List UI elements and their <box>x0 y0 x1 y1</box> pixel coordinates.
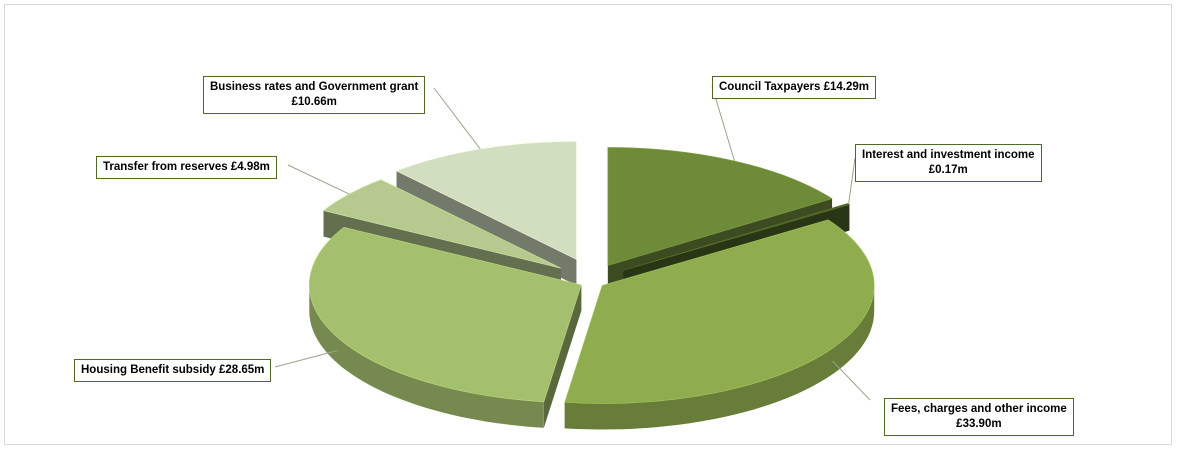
label-fees-line1: Fees, charges and other income <box>891 403 1067 415</box>
label-council-taxpayers: Council Taxpayers £14.29m <box>712 76 876 99</box>
pie-slice-3-wall-0 <box>543 284 582 428</box>
leader-line-3 <box>274 350 338 368</box>
label-interest-investment: Interest and investment income £0.17m <box>855 144 1042 182</box>
leader-line-1 <box>848 157 856 205</box>
chart-frame <box>4 4 1172 445</box>
label-business-line2: £10.66m <box>291 96 337 108</box>
pie-slice-2-top <box>564 219 875 404</box>
leader-line-4 <box>287 164 350 195</box>
pie-slice-1-top <box>623 203 851 271</box>
label-business-rates: Business rates and Government grant £10.… <box>203 76 426 114</box>
label-transfer-reserves: Transfer from reserves £4.98m <box>96 156 277 179</box>
pie-slice-5-top <box>395 141 577 260</box>
label-council-taxpayers-line1: Council Taxpayers £14.29m <box>719 81 869 93</box>
label-housing-line1: Housing Benefit subsidy £28.65m <box>81 364 265 376</box>
leader-line-5 <box>433 87 481 150</box>
label-housing-benefit: Housing Benefit subsidy £28.65m <box>74 359 272 382</box>
label-fees-charges: Fees, charges and other income £33.90m <box>884 398 1074 436</box>
pie-slice-0-top <box>607 147 833 266</box>
label-business-line1: Business rates and Government grant <box>210 81 419 93</box>
label-interest-line2: £0.17m <box>928 164 968 176</box>
pie-slice-3-side-0 <box>309 284 544 428</box>
pie-slice-3 <box>308 226 582 428</box>
leader-line-2 <box>832 360 871 401</box>
label-interest-line1: Interest and investment income <box>862 149 1035 161</box>
pie-slice-2-side-0 <box>564 285 875 430</box>
label-fees-line2: £33.90m <box>956 418 1002 430</box>
pie-slice-3-top <box>308 226 582 403</box>
pie-slice-2 <box>564 219 875 430</box>
label-transfer-line1: Transfer from reserves £4.98m <box>103 161 270 173</box>
pie-slice-4-top <box>322 179 562 269</box>
